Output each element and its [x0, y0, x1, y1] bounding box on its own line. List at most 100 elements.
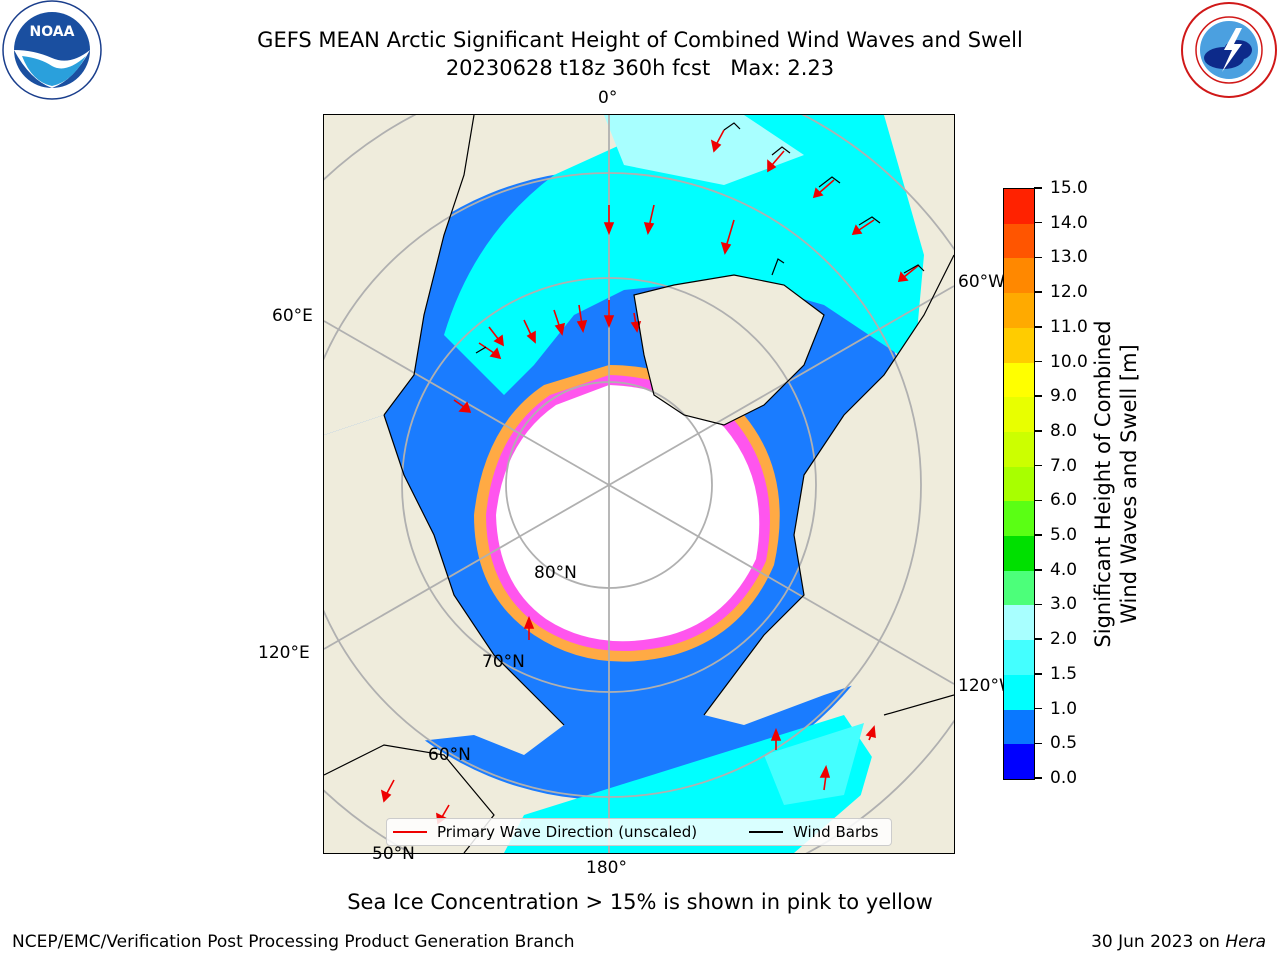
- wave-arrow: [897, 271, 909, 282]
- colorbar-label-line-1: Significant Height of Combined: [1091, 320, 1115, 648]
- colorbar-tick-label: 10.0: [1034, 352, 1088, 372]
- colorbar-tick-label: 8.0: [1034, 421, 1077, 441]
- colorbar-tick-label: 7.0: [1034, 456, 1077, 476]
- wave-arrow: [630, 321, 642, 333]
- colorbar-tick-label: 3.0: [1034, 594, 1077, 614]
- wind-barbs: [475, 122, 925, 354]
- colorbar-bin: [1004, 570, 1034, 606]
- colorbar-tick-label: 1.0: [1034, 699, 1077, 719]
- legend-red-line: [393, 831, 427, 833]
- land-alaska: [844, 695, 954, 853]
- wave-arrow: [554, 322, 566, 336]
- colorbar-bin: [1004, 640, 1034, 675]
- colorbar-tick-label: 15.0: [1034, 178, 1088, 198]
- wave-arrow: [865, 725, 876, 739]
- meridian-120e: [324, 484, 610, 650]
- land-eurasia-west: [324, 115, 474, 435]
- lat-label-70n: 70°N: [482, 652, 525, 672]
- colorbar-tick-label: 12.0: [1034, 282, 1088, 302]
- lon-label-60e: 60°E: [272, 306, 313, 326]
- atlantic-waves-high: [604, 115, 804, 185]
- noaa-logo-text: NOAA: [30, 24, 75, 40]
- meridian-120w: [608, 484, 954, 685]
- title-line-2: 20230628 t18z 360h fcst Max: 2.23: [445, 56, 835, 80]
- wave-arrows: [380, 129, 920, 825]
- chart-title: GEFS MEAN Arctic Significant Height of C…: [140, 26, 1140, 82]
- wave-arrow: [523, 615, 535, 629]
- colorbar-bin: [1004, 501, 1034, 537]
- colorbar-bin: [1004, 674, 1034, 710]
- nws-logo: [1178, 0, 1280, 104]
- colorbar-bin: [1004, 189, 1034, 224]
- colorbar-bin: [1004, 605, 1034, 641]
- wave-arrow: [643, 222, 655, 236]
- land-eurasia-east: [324, 415, 564, 775]
- footer-date-text: 30 Jun 2023 on: [1091, 932, 1226, 952]
- wave-arrow: [576, 320, 588, 334]
- lon-label-60w: 60°W: [958, 272, 1005, 292]
- pacific-waves-2: [764, 723, 864, 805]
- footer-credit: NCEP/EMC/Verification Post Processing Pr…: [12, 932, 575, 952]
- colorbar-tick-label: 5.0: [1034, 525, 1077, 545]
- colorbar-tick-label: 11.0: [1034, 317, 1088, 337]
- lat-label-50n: 50°N: [372, 844, 415, 864]
- wave-arrow: [493, 334, 504, 347]
- footer-date: 30 Jun 2023 on Hera: [1091, 932, 1266, 952]
- colorbar: [1003, 188, 1035, 780]
- colorbar-tick-label: 4.0: [1034, 560, 1077, 580]
- colorbar-tick-label: 1.5: [1034, 664, 1077, 684]
- wave-arrow: [603, 315, 615, 329]
- footer-host: Hera: [1225, 932, 1266, 952]
- wave-arrow: [526, 330, 536, 344]
- wave-arrow: [710, 139, 722, 153]
- colorbar-bin: [1004, 258, 1034, 294]
- colorbar-label-line-2: Wind Waves and Swell [m]: [1117, 344, 1141, 624]
- colorbar-bin: [1004, 223, 1034, 259]
- colorbar-tick-label: 0.0: [1034, 768, 1077, 788]
- colorbar-tick-label: 14.0: [1034, 213, 1088, 233]
- wave-arrow: [819, 764, 831, 778]
- title-line-1: GEFS MEAN Arctic Significant Height of C…: [257, 28, 1023, 52]
- wave-arrow: [851, 224, 863, 235]
- colorbar-tick-label: 13.0: [1034, 247, 1088, 267]
- meridian-60w: [608, 285, 954, 486]
- land-north-america: [704, 255, 954, 725]
- wave-arrow: [603, 222, 615, 236]
- legend-primary-wave: Primary Wave Direction (unscaled): [437, 823, 698, 841]
- colorbar-tick-label: 6.0: [1034, 490, 1077, 510]
- map-canvas: [324, 115, 954, 853]
- legend-wind-barbs: Wind Barbs: [793, 823, 879, 841]
- lat-label-60n: 60°N: [428, 745, 471, 765]
- wave-arrow: [767, 159, 777, 173]
- colorbar-tick-label: 2.0: [1034, 629, 1077, 649]
- wave-arrow: [458, 401, 472, 413]
- colorbar-tick-label: 9.0: [1034, 386, 1077, 406]
- graticule: [324, 115, 954, 853]
- noaa-logo: NOAA: [0, 0, 104, 108]
- legend-black-line: [749, 831, 783, 833]
- wave-arrow: [489, 347, 502, 360]
- colorbar-bin: [1004, 709, 1034, 745]
- lon-label-180: 180°: [586, 858, 627, 878]
- colorbar-bin: [1004, 362, 1034, 398]
- colorbar-tick-label: 0.5: [1034, 733, 1077, 753]
- colorbar-bin: [1004, 327, 1034, 363]
- colorbar-bin: [1004, 466, 1034, 502]
- wave-arrow: [812, 187, 824, 199]
- lon-label-120e: 120°E: [258, 643, 310, 663]
- lon-label-0: 0°: [598, 88, 618, 108]
- colorbar-bin: [1004, 293, 1034, 328]
- sea-ice-note: Sea Ice Concentration > 15% is shown in …: [347, 890, 933, 914]
- map-legend: Primary Wave Direction (unscaled) Wind B…: [386, 818, 892, 846]
- arctic-map: [323, 114, 955, 854]
- colorbar-bin: [1004, 744, 1034, 779]
- lat-label-80n: 80°N: [534, 563, 577, 583]
- colorbar-bin: [1004, 397, 1034, 432]
- lon-label-120w: 120°W: [958, 676, 1016, 696]
- wave-arrow: [380, 789, 392, 803]
- wave-arrow: [770, 727, 782, 741]
- colorbar-bin: [1004, 536, 1034, 571]
- colorbar-bin: [1004, 431, 1034, 467]
- wave-arrow: [720, 241, 732, 255]
- colorbar-label: Significant Height of Combined Wind Wave…: [1090, 320, 1142, 647]
